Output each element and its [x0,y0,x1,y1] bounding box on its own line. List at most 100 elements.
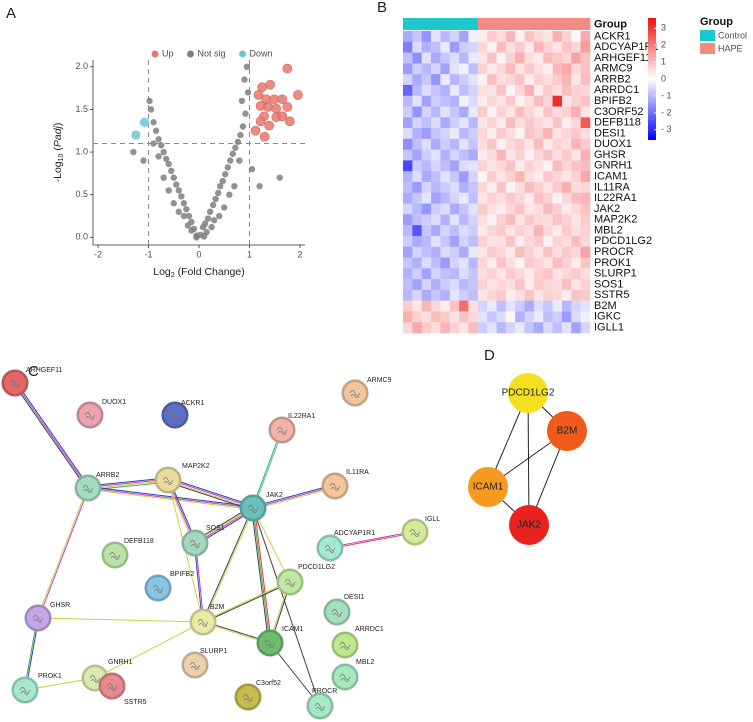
heatmap-cell [496,268,507,280]
heatmap-cell [533,106,544,118]
x-tick-label: 2 [297,249,302,259]
point [185,212,193,220]
heatmap-cell [477,246,488,258]
heatmap-cell [496,225,507,237]
group-annotation [524,18,535,30]
heatmap-cell [571,41,581,53]
heatmap-cell [543,182,553,194]
heatmap-cell [543,31,553,43]
heatmap: GroupACKR1ADCYAP1R1ARHGEF11ARMC9ARRB2ARR… [403,16,747,334]
group-annotation [477,18,488,30]
heatmap-cell [505,214,516,226]
group-annotation [421,18,432,30]
heatmap-cell [412,322,422,334]
heatmap-cell [561,300,572,312]
point [256,182,263,190]
color-bar-label: - 1 [661,90,672,100]
y-axis-title-part: ) [52,123,64,127]
node-structure [162,477,174,485]
node-structure [169,412,181,420]
heatmap-cell [571,84,581,97]
heatmap-cell [533,225,544,237]
heatmap-cell [505,279,516,291]
point [217,182,224,190]
heatmap-cell [468,171,479,183]
heatmap-cell [496,322,507,334]
heatmap-cell [515,311,525,323]
heatmap-cell [505,300,516,312]
point [253,90,264,100]
heatmap-cell [449,246,460,258]
heatmap-cell [515,171,525,183]
heatmap-cell [468,268,479,280]
network-edge [15,381,90,488]
point [212,195,219,203]
group-annotation [459,18,469,30]
heatmap-cell [505,95,516,107]
point [170,200,177,207]
heatmap-cell [580,268,591,280]
heatmap-cell [477,225,488,237]
heatmap-cell [468,52,479,64]
heatmap-cell [440,74,451,86]
heatmap-cell [468,138,479,150]
heatmap-cell [580,171,591,183]
legend-label: HAPE [718,43,743,53]
point [130,148,137,156]
heatmap-cell [440,63,451,75]
legend-label: Down [250,48,273,58]
heatmap-cell [477,322,488,334]
heatmap-cell [580,31,591,43]
heatmap-cell [543,279,553,291]
group-annotation [468,18,479,30]
row-label: MBL2 [594,224,623,236]
heatmap-cell [412,182,422,194]
heatmap-cell [487,289,497,301]
row-label: SLURP1 [594,268,637,280]
hub-edge [527,392,530,526]
heatmap-cell [440,225,451,237]
heatmap-cell [561,74,572,86]
point [226,191,233,198]
heatmap-cell [561,289,572,301]
heatmap-cell [468,246,479,258]
heatmap-cell [571,203,581,215]
heatmap-cell [552,182,563,194]
heatmap-cell [477,257,488,269]
node-structure [152,585,164,593]
heatmap-cell [477,268,488,280]
heatmap-cell [561,95,572,107]
heatmap-cell [412,41,422,53]
heatmap-cell [524,279,535,291]
heatmap-cell [505,257,516,269]
group-annotation [449,18,460,30]
heatmap-cell [487,192,497,204]
heatmap-cell [459,235,469,248]
point [180,200,188,207]
row-label: DUOX1 [594,138,632,150]
node-structure [89,675,101,683]
heatmap-cell [487,214,497,226]
legend-label: Control [718,30,747,40]
node-structure [339,642,351,650]
heatmap-cell [496,311,507,323]
group-annotation [487,18,497,30]
heatmap-cell [459,52,469,64]
heatmap-cell [449,31,460,43]
heatmap-cell [431,289,441,301]
row-label: GNRH1 [594,160,633,172]
heatmap-cell [515,95,525,107]
heatmap-cell [515,268,525,280]
network-edge [329,530,415,548]
heatmap-cell [412,225,422,237]
heatmap-cell [431,41,441,53]
heatmap-cell [421,203,432,215]
heatmap-cell [421,300,432,312]
heatmap-cell [421,106,432,118]
heatmap-cell [552,322,563,334]
heatmap-cell [561,246,572,258]
network-edge [38,488,90,619]
heatmap-cell [449,311,460,323]
point [232,144,239,152]
heatmap-cell [571,268,581,280]
